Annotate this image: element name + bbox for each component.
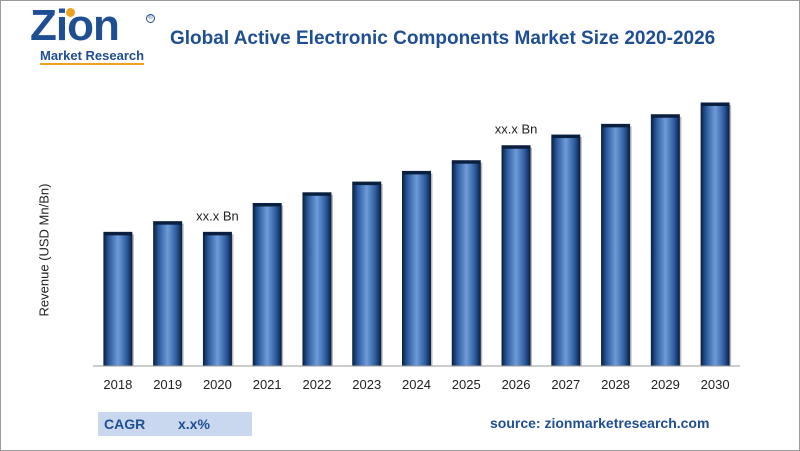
x-tick-label: 2020: [203, 377, 232, 392]
bar-body: [202, 231, 232, 367]
x-tick-label: 2019: [153, 377, 182, 392]
bar-cap: [701, 102, 730, 106]
bar-2029: [650, 114, 682, 367]
x-tick-label: 2021: [253, 377, 282, 392]
bar-body: [402, 170, 431, 367]
bar-cap: [551, 135, 580, 139]
bar-2028: [601, 123, 632, 367]
bar-body: [451, 160, 481, 367]
bar-2023: [352, 181, 383, 367]
logo-dot: [66, 8, 75, 17]
bar-cap: [203, 232, 232, 236]
registered-mark: ®: [146, 14, 155, 23]
bar-body: [352, 181, 382, 367]
bar-2019: [153, 221, 184, 367]
data-annotation: xx.x Bn: [495, 122, 538, 137]
logo-subtitle: Market Research: [40, 48, 145, 65]
bar-2025: [451, 160, 483, 367]
logo-wordmark: Zion: [30, 1, 120, 50]
bar-cap: [103, 232, 132, 236]
bar-2027: [551, 134, 582, 367]
bar-cap: [651, 114, 680, 118]
bar-cap: [302, 192, 331, 196]
bar-2020: [202, 231, 234, 367]
bar-body: [501, 145, 531, 367]
data-annotation: xx.x Bn: [196, 208, 239, 223]
bar-cap: [402, 171, 431, 175]
source-text: source: zionmarketresearch.com: [490, 415, 710, 431]
bar-body: [551, 134, 581, 367]
cagr-box: CAGR x.x%: [98, 412, 252, 436]
bar-cap: [253, 203, 282, 207]
bar-2024: [402, 170, 433, 367]
bar-body: [650, 114, 680, 367]
cagr-value: x.x%: [178, 416, 210, 432]
bar-cap: [502, 145, 531, 149]
x-tick-label: 2030: [701, 377, 730, 392]
x-tick-label: 2018: [103, 377, 132, 392]
bar-2018: [103, 231, 134, 367]
x-tick-label: 2029: [651, 377, 680, 392]
bar-body: [252, 202, 282, 367]
zion-logo: Zion ® Market Research: [28, 4, 156, 66]
bar-body: [302, 192, 332, 367]
cagr-label: CAGR: [104, 416, 146, 432]
chart-title: Global Active Electronic Components Mark…: [170, 28, 716, 49]
bar-body: [103, 231, 133, 367]
bar-cap: [352, 182, 381, 186]
x-tick-label: 2026: [502, 377, 531, 392]
bar-body: [153, 221, 183, 367]
x-tick-label: 2025: [452, 377, 481, 392]
bar-cap: [153, 221, 182, 225]
bar-2021: [252, 202, 284, 367]
x-tick-label: 2027: [551, 377, 580, 392]
x-tick-label: 2023: [352, 377, 381, 392]
x-tick-label: 2022: [303, 377, 332, 392]
bar-body: [700, 102, 730, 367]
bar-2026: [501, 145, 533, 367]
x-tick-label: 2024: [402, 377, 431, 392]
bar-2030: [700, 102, 732, 367]
bar-2022: [302, 192, 333, 367]
bar-body: [601, 123, 631, 367]
bar-cap: [601, 124, 630, 128]
x-tick-label: 2028: [601, 377, 630, 392]
bar-cap: [452, 160, 481, 164]
